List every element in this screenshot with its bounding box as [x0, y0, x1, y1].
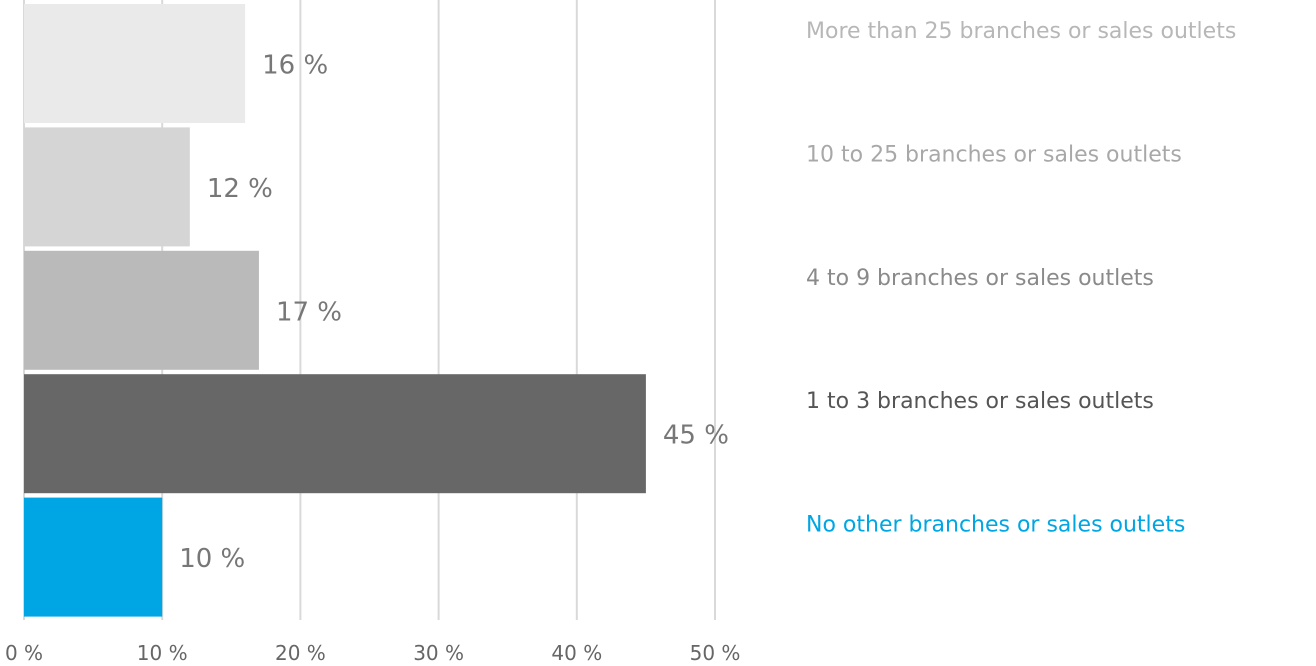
x-axis: 0 % 10 % 20 % 30 % 40 % 50 %	[5, 641, 740, 665]
bars	[24, 4, 646, 617]
data-label: 16 %	[262, 51, 328, 81]
category-label: 1 to 3 branches or sales outlets	[806, 389, 1154, 414]
category-label: 4 to 9 branches or sales outlets	[806, 266, 1154, 291]
bar	[24, 374, 646, 494]
data-label: 12 %	[207, 174, 273, 204]
x-tick-label: 50 %	[690, 641, 741, 665]
category-label: More than 25 branches or sales outlets	[806, 19, 1236, 44]
bar	[24, 250, 259, 370]
data-label: 10 %	[179, 544, 245, 574]
bar	[24, 4, 246, 123]
category-label: No other branches or sales outlets	[806, 513, 1185, 538]
data-label: 45 %	[663, 421, 729, 451]
x-tick-label: 10 %	[137, 641, 188, 665]
bar	[24, 127, 190, 247]
x-tick-label: 20 %	[275, 641, 326, 665]
category-label: 10 to 25 branches or sales outlets	[806, 142, 1182, 167]
x-tick-label: 0 %	[5, 641, 43, 665]
x-tick-label: 30 %	[413, 641, 464, 665]
category-labels: More than 25 branches or sales outlets 10…	[806, 19, 1236, 538]
x-tick-label: 40 %	[551, 641, 602, 665]
data-label: 17 %	[276, 297, 342, 327]
data-labels: 16 % 12 % 17 % 45 % 10 %	[179, 51, 729, 575]
bar	[24, 497, 163, 617]
